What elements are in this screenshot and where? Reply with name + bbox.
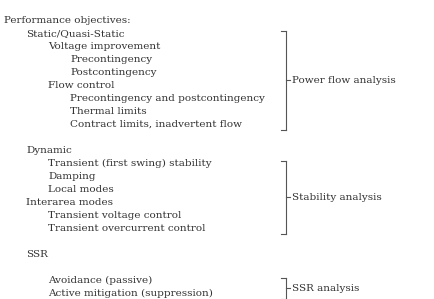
- Text: Dynamic: Dynamic: [26, 146, 72, 155]
- Text: Transient (first swing) stability: Transient (first swing) stability: [48, 159, 211, 168]
- Text: Damping: Damping: [48, 172, 95, 181]
- Text: Postcontingency: Postcontingency: [70, 68, 156, 77]
- Text: Contract limits, inadvertent flow: Contract limits, inadvertent flow: [70, 120, 241, 129]
- Text: Active mitigation (suppression): Active mitigation (suppression): [48, 289, 212, 298]
- Text: Transient voltage control: Transient voltage control: [48, 211, 181, 220]
- Text: Flow control: Flow control: [48, 81, 114, 90]
- Text: Performance objectives:: Performance objectives:: [4, 16, 130, 25]
- Text: Avoidance (passive): Avoidance (passive): [48, 276, 152, 285]
- Text: Precontingency and postcontingency: Precontingency and postcontingency: [70, 94, 264, 103]
- Text: Stability analysis: Stability analysis: [291, 193, 381, 202]
- Text: Transient overcurrent control: Transient overcurrent control: [48, 224, 205, 233]
- Text: Power flow analysis: Power flow analysis: [291, 76, 395, 85]
- Text: Thermal limits: Thermal limits: [70, 107, 146, 116]
- Text: Interarea modes: Interarea modes: [26, 198, 113, 207]
- Text: SSR: SSR: [26, 250, 48, 259]
- Text: Precontingency: Precontingency: [70, 55, 152, 64]
- Text: Voltage improvement: Voltage improvement: [48, 42, 160, 51]
- Text: SSR analysis: SSR analysis: [291, 284, 358, 293]
- Text: Static/Quasi-Static: Static/Quasi-Static: [26, 29, 124, 38]
- Text: Local modes: Local modes: [48, 185, 113, 194]
